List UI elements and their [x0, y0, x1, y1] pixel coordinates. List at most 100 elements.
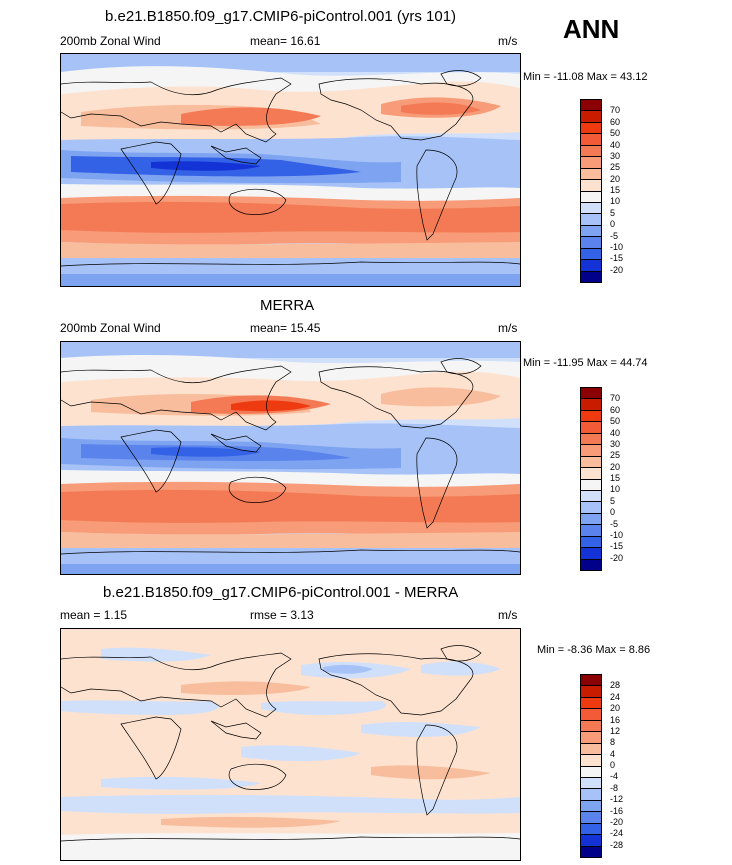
colorbar-swatch [581, 100, 601, 111]
panel3-title: b.e21.B1850.f09_g17.CMIP6-piControl.001 … [103, 584, 459, 601]
panel2-field [61, 342, 520, 574]
panel2-title: MERRA [260, 297, 315, 314]
season-label: ANN [563, 14, 620, 44]
panel2-map [60, 341, 521, 575]
colorbar-tick-label: -12 [610, 794, 624, 805]
colorbar-tick-label: 20 [610, 461, 621, 472]
colorbar-swatch [581, 708, 601, 720]
panel1-title: b.e21.B1850.f09_g17.CMIP6-piControl.001 … [105, 8, 457, 25]
colorbar-swatch [581, 398, 601, 410]
colorbar-swatch [581, 478, 601, 490]
colorbar-tick-label: 30 [610, 438, 621, 449]
colorbar-tick-label: 8 [610, 737, 616, 748]
colorbar-swatch [581, 685, 601, 697]
colorbar-swatch [581, 501, 601, 513]
panel1-map [60, 53, 521, 287]
colorbar-tick-label: 5 [610, 495, 616, 506]
panel1-colorbar [580, 99, 602, 283]
colorbar-tick-label: 20 [610, 703, 621, 714]
panel3-minmax: Min = -8.36 Max = 8.86 [537, 644, 651, 656]
colorbar-tick-label: 0 [610, 507, 616, 518]
colorbar-swatch [581, 121, 601, 134]
colorbar-tick-label: -5 [610, 518, 619, 529]
colorbar-swatch [581, 110, 601, 122]
colorbar-swatch [581, 259, 601, 271]
panel2-units: m/s [498, 321, 518, 335]
colorbar-tick-label: -5 [610, 230, 619, 241]
colorbar-swatch [581, 388, 601, 399]
panel1-units: m/s [498, 34, 518, 48]
colorbar-swatch [581, 409, 601, 422]
colorbar-swatch [581, 179, 601, 191]
panel3-colorbar-box [581, 675, 601, 857]
colorbar-tick-label: 24 [610, 691, 621, 702]
colorbar-swatch [581, 834, 601, 846]
colorbar-swatch [581, 535, 601, 548]
colorbar-swatch [581, 156, 601, 168]
colorbar-tick-label: 15 [610, 473, 621, 483]
panel3-colorbar [580, 674, 602, 858]
panel2-colorbar-box [581, 388, 601, 570]
colorbar-tick-label: 15 [610, 185, 621, 195]
colorbar-swatch [581, 547, 601, 559]
colorbar-tick-label: 30 [610, 150, 621, 161]
colorbar-tick-label: -28 [610, 839, 624, 850]
colorbar-tick-label: -20 [610, 264, 624, 275]
colorbar-tick-label: 50 [610, 416, 621, 427]
colorbar-tick-label: 70 [610, 105, 621, 116]
colorbar-tick-label: 5 [610, 207, 616, 218]
colorbar-swatch [581, 742, 601, 755]
colorbar-tick-label: -8 [610, 782, 619, 793]
colorbar-swatch [581, 776, 601, 789]
colorbar-swatch [581, 444, 601, 456]
colorbar-tick-label: -10 [610, 529, 624, 540]
colorbar-swatch [581, 421, 601, 433]
colorbar-swatch [581, 754, 601, 766]
colorbar-swatch [581, 719, 601, 732]
panel3-units: m/s [498, 608, 518, 622]
colorbar-tick-label: -15 [610, 541, 624, 552]
colorbar-tick-label: 40 [610, 427, 621, 438]
panel1-minmax: Min = -11.08 Max = 43.12 [523, 71, 648, 83]
colorbar-tick-label: -24 [610, 828, 624, 839]
panel3-field [61, 629, 520, 860]
colorbar-tick-label: 28 [610, 680, 621, 691]
colorbar-swatch [581, 788, 601, 800]
colorbar-swatch [581, 765, 601, 777]
colorbar-swatch [581, 190, 601, 202]
panel2-colorbar [580, 387, 602, 571]
colorbar-tick-label: 40 [610, 139, 621, 150]
colorbar-tick-label: 50 [610, 128, 621, 139]
colorbar-tick-label: -16 [610, 805, 624, 816]
colorbar-swatch [581, 432, 601, 445]
colorbar-tick-label: 0 [610, 219, 616, 230]
colorbar-swatch [581, 512, 601, 525]
colorbar-swatch [581, 489, 601, 502]
colorbar-swatch [581, 696, 601, 709]
colorbar-swatch [581, 731, 601, 743]
colorbar-swatch [581, 144, 601, 157]
colorbar-tick-label: 16 [610, 714, 621, 725]
colorbar-swatch [581, 822, 601, 835]
colorbar-swatch [581, 467, 601, 479]
colorbar-swatch [581, 558, 601, 570]
colorbar-swatch [581, 236, 601, 248]
panel3-center-label: rmse = 3.13 [250, 608, 314, 622]
colorbar-swatch [581, 845, 601, 857]
colorbar-swatch [581, 455, 601, 468]
panel1-left-label: 200mb Zonal Wind [60, 34, 161, 48]
panel1-colorbar-box [581, 100, 601, 282]
colorbar-swatch [581, 133, 601, 145]
colorbar-swatch [581, 224, 601, 237]
colorbar-tick-label: 0 [610, 760, 616, 770]
panel1-center-label: mean= 16.61 [250, 34, 321, 48]
colorbar-swatch [581, 524, 601, 536]
panel2-minmax: Min = -11.95 Max = 44.74 [523, 357, 648, 369]
colorbar-tick-label: 20 [610, 173, 621, 184]
panel1-field [61, 54, 520, 286]
colorbar-tick-label: -15 [610, 253, 624, 264]
colorbar-tick-label: 60 [610, 116, 621, 127]
colorbar-swatch [581, 270, 601, 282]
colorbar-tick-label: -4 [610, 771, 619, 782]
colorbar-tick-label: 60 [610, 404, 621, 415]
